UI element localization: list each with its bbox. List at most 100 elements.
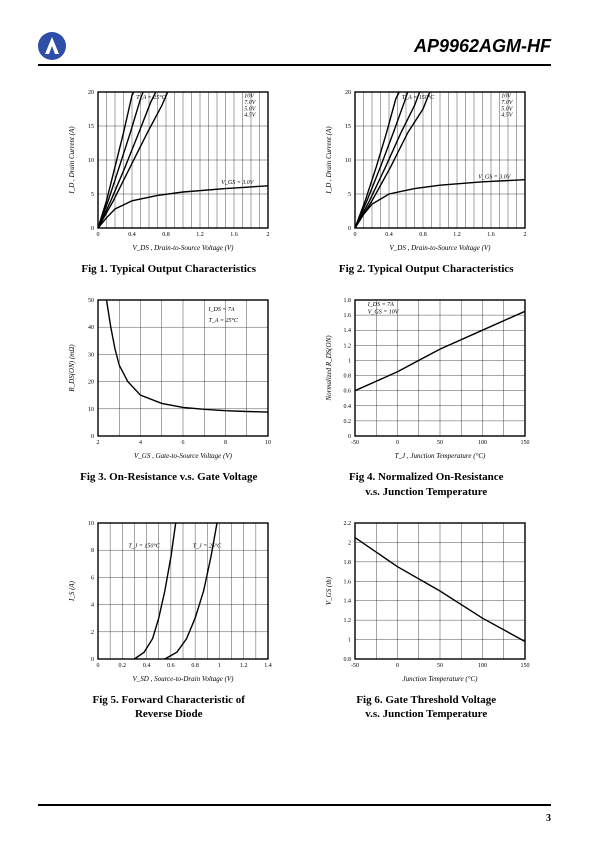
svg-text:1.8: 1.8	[344, 560, 352, 566]
page-number: 3	[546, 813, 551, 824]
svg-text:0.8: 0.8	[191, 663, 199, 669]
chart-annotation: I_DS = 7A	[207, 307, 234, 313]
y-axis-label: I_D , Drain Current (A)	[68, 126, 76, 195]
fig2: 00.40.81.21.6205101520T_A = 150°C10V7.0V…	[321, 86, 531, 256]
chart-annotation: 5.0V	[501, 106, 514, 112]
series-rds	[106, 300, 268, 412]
svg-text:1.6: 1.6	[488, 232, 496, 238]
svg-text:2: 2	[266, 232, 269, 238]
svg-text:10: 10	[88, 521, 94, 527]
chart-annotation: 10V	[244, 93, 255, 99]
svg-text:0.2: 0.2	[344, 419, 352, 425]
svg-text:1.2: 1.2	[344, 344, 352, 350]
fig5: 00.20.40.60.811.21.40246810T_J = 150°CT_…	[64, 517, 274, 687]
svg-text:1.8: 1.8	[344, 298, 352, 304]
svg-text:1.2: 1.2	[454, 232, 462, 238]
chart-cell-fig1: 00.40.81.21.6205101520T_A = 25°C10V7.0V5…	[60, 86, 278, 276]
svg-text:2.2: 2.2	[344, 521, 352, 527]
svg-text:1.4: 1.4	[344, 599, 352, 605]
chart-annotation: 7.0V	[244, 100, 257, 106]
svg-text:0.4: 0.4	[386, 232, 394, 238]
chart-caption: Fig 3. On-Resistance v.s. Gate Voltage	[80, 470, 257, 484]
svg-text:10: 10	[88, 407, 94, 413]
svg-text:1: 1	[348, 359, 351, 365]
svg-text:1: 1	[348, 637, 351, 643]
svg-text:-50: -50	[351, 440, 359, 446]
chart-caption: Fig 5. Forward Characteristic ofReverse …	[93, 693, 245, 722]
chart-annotation: 10V	[501, 93, 512, 99]
fig4: -5005010015000.20.40.60.811.21.41.61.8I_…	[321, 294, 531, 464]
svg-text:1.6: 1.6	[344, 579, 352, 585]
svg-text:0.8: 0.8	[162, 232, 170, 238]
svg-text:0: 0	[396, 440, 399, 446]
chart-cell-fig3: 24681001020304050I_DS = 7AT_A = 25°CV_GS…	[60, 294, 278, 499]
chart-caption: Fig 4. Normalized On-Resistancev.s. Junc…	[349, 470, 504, 499]
svg-text:0.2: 0.2	[118, 663, 126, 669]
svg-text:5: 5	[348, 192, 351, 198]
svg-text:0: 0	[91, 434, 94, 440]
y-axis-label: I_S (A)	[68, 580, 76, 602]
svg-text:0.8: 0.8	[344, 374, 352, 380]
svg-text:50: 50	[437, 440, 443, 446]
svg-text:0.4: 0.4	[128, 232, 136, 238]
fig6: -500501001500.811.21.41.61.822.2Junction…	[321, 517, 531, 687]
svg-text:8: 8	[91, 548, 94, 554]
svg-text:0: 0	[96, 232, 99, 238]
svg-text:100: 100	[478, 440, 487, 446]
chart-caption: Fig 6. Gate Threshold Voltagev.s. Juncti…	[356, 693, 496, 722]
chart-annotation: 7.0V	[501, 100, 514, 106]
svg-text:30: 30	[88, 353, 94, 359]
svg-text:10: 10	[265, 440, 271, 446]
svg-text:0.6: 0.6	[167, 663, 175, 669]
svg-text:1.6: 1.6	[230, 232, 238, 238]
svg-text:1.4: 1.4	[264, 663, 272, 669]
svg-text:0: 0	[348, 434, 351, 440]
svg-text:50: 50	[88, 298, 94, 304]
x-axis-label: V_DS , Drain-to-Source Voltage (V)	[390, 244, 492, 252]
svg-text:0: 0	[354, 232, 357, 238]
svg-text:2: 2	[524, 232, 527, 238]
svg-text:6: 6	[181, 440, 184, 446]
svg-text:20: 20	[345, 90, 351, 96]
chart-annotation: T_J = 25°C	[192, 542, 221, 549]
svg-text:1: 1	[218, 663, 221, 669]
chart-annotation: 5.0V	[244, 106, 257, 112]
svg-text:1.2: 1.2	[196, 232, 204, 238]
svg-text:15: 15	[345, 124, 351, 130]
svg-text:2: 2	[91, 630, 94, 636]
svg-text:100: 100	[478, 663, 487, 669]
svg-text:0.8: 0.8	[344, 657, 352, 663]
fig3: 24681001020304050I_DS = 7AT_A = 25°CV_GS…	[64, 294, 274, 464]
chart-annotation: V_GS = 3.0V	[479, 174, 513, 180]
header-rule	[38, 64, 551, 66]
chart-annotation: V_GS = 10V	[368, 310, 400, 316]
svg-text:2: 2	[96, 440, 99, 446]
svg-text:10: 10	[345, 158, 351, 164]
chart-annotation: 4.5V	[244, 111, 257, 118]
svg-text:20: 20	[88, 380, 94, 386]
x-axis-label: T_J , Junction Temperature (°C)	[395, 452, 486, 460]
part-number: AP9962AGM-HF	[414, 36, 551, 57]
svg-text:0.8: 0.8	[420, 232, 428, 238]
svg-text:150: 150	[521, 663, 530, 669]
svg-text:0.4: 0.4	[143, 663, 151, 669]
chart-annotation: V_GS = 3.0V	[221, 180, 255, 186]
chart-cell-fig5: 00.20.40.60.811.21.40246810T_J = 150°CT_…	[60, 517, 278, 722]
svg-text:0: 0	[396, 663, 399, 669]
svg-text:-50: -50	[351, 663, 359, 669]
fig1: 00.40.81.21.6205101520T_A = 25°C10V7.0V5…	[64, 86, 274, 256]
svg-text:0: 0	[91, 226, 94, 232]
svg-text:1.6: 1.6	[344, 313, 352, 319]
charts-grid: 00.40.81.21.6205101520T_A = 25°C10V7.0V5…	[60, 86, 535, 721]
svg-text:150: 150	[521, 440, 530, 446]
svg-text:40: 40	[88, 325, 94, 331]
chart-caption: Fig 1. Typical Output Characteristics	[81, 262, 256, 276]
footer-rule	[38, 804, 551, 806]
svg-text:0: 0	[348, 226, 351, 232]
y-axis-label: I_D , Drain Current (A)	[325, 126, 333, 195]
svg-text:15: 15	[88, 124, 94, 130]
svg-text:5: 5	[91, 192, 94, 198]
svg-text:1.2: 1.2	[240, 663, 248, 669]
x-axis-label: Junction Temperature (°C)	[403, 675, 479, 683]
svg-text:10: 10	[88, 158, 94, 164]
